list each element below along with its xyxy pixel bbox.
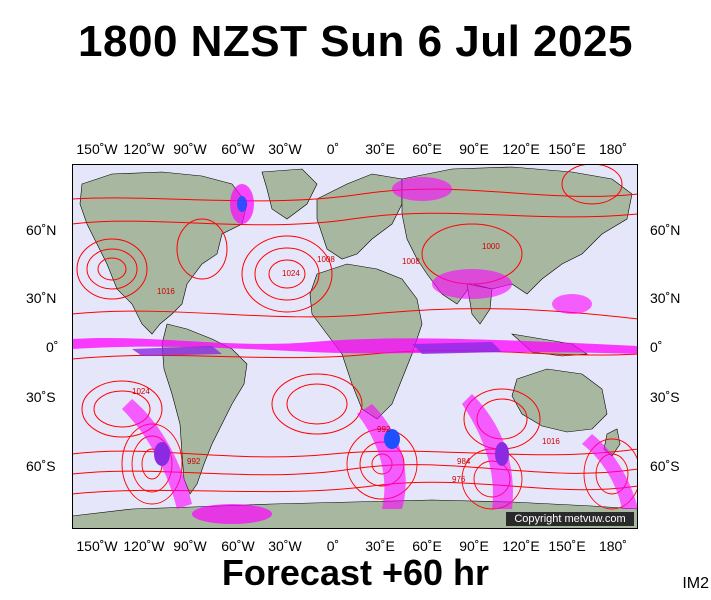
lon-label: 150˚E (548, 141, 586, 157)
lon-label: 180˚ (598, 538, 628, 554)
lon-label: 150˚E (548, 538, 586, 554)
isobar-label: 1000 (482, 242, 500, 251)
lat-label: 30˚N (650, 290, 681, 306)
australia (511, 368, 608, 433)
isobar-labels: 1024 1016 1008 1000 992 984 976 1016 102… (132, 242, 560, 484)
isobar (271, 373, 363, 435)
europe (316, 173, 403, 260)
lat-label: 60˚N (650, 222, 681, 238)
lat-label: 60˚S (26, 458, 56, 474)
rain-swath (357, 404, 406, 509)
lat-label: 60˚S (650, 458, 680, 474)
lon-label: 90˚W (173, 141, 207, 157)
precipitation (72, 177, 638, 524)
lon-label: 60˚E (412, 141, 442, 157)
lon-label: 150˚W (76, 538, 118, 554)
north-america (79, 171, 248, 335)
image-code: IM2 (682, 575, 709, 592)
isobar-label: 992 (187, 457, 201, 466)
copyright-label: Copyright metvuw.com (506, 512, 634, 526)
rain-core (192, 504, 272, 524)
isobar (72, 464, 638, 476)
rain-core (495, 442, 509, 466)
isobar (97, 257, 127, 281)
isobar-label: 1024 (132, 387, 150, 396)
rain-cell (432, 269, 512, 299)
lon-label: 30˚E (365, 538, 395, 554)
isobar (72, 448, 638, 458)
isobars (72, 164, 638, 495)
isobar (72, 188, 638, 202)
lon-label: 30˚W (268, 141, 302, 157)
forecast-label: Forecast +60 hr (221, 552, 490, 593)
lat-label: 0˚ (650, 339, 663, 355)
isobar-label: 992 (377, 425, 391, 434)
lon-label: 60˚W (221, 538, 255, 554)
isobar (176, 218, 228, 280)
isobar (72, 481, 638, 495)
lon-label: 60˚W (221, 141, 255, 157)
lat-label: 60˚N (26, 222, 57, 238)
isobar-label: 984 (457, 457, 471, 466)
lon-label: 90˚W (173, 538, 207, 554)
isobar (286, 383, 348, 425)
isobar (76, 238, 148, 300)
isobar-label: 976 (452, 475, 466, 484)
rain-swath (582, 434, 638, 509)
isobar (561, 164, 623, 205)
isobar-label: 1008 (317, 255, 335, 264)
isobar (268, 259, 306, 289)
lon-label: 120˚W (123, 538, 165, 554)
isobar-label: 1016 (542, 437, 560, 446)
isobar (93, 390, 151, 428)
isobar-label: 1008 (402, 257, 420, 266)
lat-label: 30˚N (26, 290, 57, 306)
lat-label: 30˚S (26, 389, 56, 405)
lon-label: 0˚ (326, 538, 340, 554)
asia (401, 166, 633, 305)
rain-cell (237, 196, 247, 212)
lon-label: 90˚E (459, 141, 489, 157)
isobar (254, 247, 320, 301)
isobar (81, 380, 163, 438)
lat-label: 30˚S (650, 389, 680, 405)
rain-swath (462, 394, 513, 509)
rain-band (132, 346, 222, 356)
rain-cell (392, 177, 452, 201)
isobar (72, 212, 638, 226)
rain-band (412, 342, 502, 354)
lon-label: 0˚ (326, 141, 340, 157)
weather-map: 1024 1016 1008 1000 992 984 976 1016 102… (72, 164, 638, 529)
lon-label: 30˚W (268, 538, 302, 554)
isobar (72, 308, 638, 320)
isobar (241, 235, 333, 313)
rain-core (552, 294, 592, 314)
isobar-label: 1024 (282, 269, 300, 278)
rain-core (384, 429, 400, 449)
greenland (261, 168, 318, 220)
lon-label: 120˚E (502, 538, 540, 554)
map-title: 1800 NZST Sun 6 Jul 2025 (78, 17, 633, 66)
lon-label: 150˚W (76, 141, 118, 157)
lon-label: 120˚W (123, 141, 165, 157)
south-america (161, 323, 248, 495)
lon-label: 180˚ (598, 141, 628, 157)
rain-core (154, 442, 170, 466)
lon-label: 120˚E (502, 141, 540, 157)
lon-label: 90˚E (459, 538, 489, 554)
lon-label: 30˚E (365, 141, 395, 157)
isobar-label: 1016 (157, 287, 175, 296)
lon-label: 60˚E (412, 538, 442, 554)
lat-label: 0˚ (46, 339, 59, 355)
isobar (86, 248, 138, 290)
